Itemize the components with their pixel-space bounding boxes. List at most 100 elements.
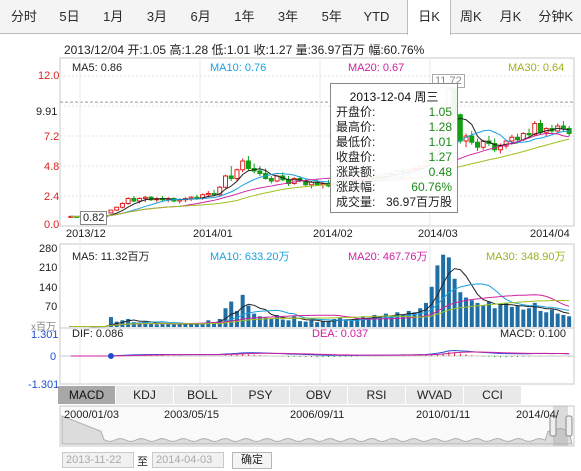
price-ma20-label: MA20: 0.67 — [348, 62, 405, 74]
range-separator: 至 — [137, 456, 148, 468]
volume-bar — [492, 308, 497, 327]
volume-bar — [280, 319, 285, 327]
candle-body — [211, 193, 217, 196]
macd-dif-label: DIF: 0.086 — [72, 328, 124, 340]
volume-axis-label: 280 — [39, 243, 58, 255]
volume-bar — [486, 301, 491, 327]
candle-body — [291, 178, 297, 184]
tab-daily-k[interactable]: 日K — [407, 0, 451, 35]
volume-ma20-label: MA20: 467.76万 — [348, 251, 428, 263]
tab-3month[interactable]: 3月 — [146, 9, 168, 24]
price-ma10-line — [70, 129, 570, 217]
quote-close: 收:1.27 — [253, 43, 293, 57]
price-ma5-label: MA5: 0.86 — [72, 62, 123, 74]
tab-monthly-k[interactable]: 月K — [499, 9, 522, 24]
volume-bar — [521, 309, 526, 327]
candle-body — [537, 123, 544, 133]
indicator-tab-cci[interactable]: CCI — [464, 386, 522, 404]
tab-1year[interactable]: 1年 — [234, 9, 255, 24]
price-panel-frame — [59, 57, 575, 227]
tab-1month[interactable]: 1月 — [103, 9, 124, 24]
volume-bar — [458, 292, 463, 327]
volume-axis-label: 70 — [45, 301, 58, 313]
volume-bar — [343, 319, 348, 327]
tab-minute-k[interactable]: 分钟K — [538, 9, 574, 24]
volume-bar — [515, 305, 520, 327]
volume-bar — [126, 318, 131, 327]
indicator-tab-wvad[interactable]: WVAD — [406, 386, 464, 404]
indicator-tab-psy[interactable]: PSY — [232, 386, 290, 404]
range-start-input[interactable]: 2013-11-22 — [62, 452, 134, 468]
candle-body — [125, 198, 131, 204]
candle-body — [119, 203, 125, 208]
volume-bar — [538, 310, 543, 327]
volume-bar — [263, 317, 268, 327]
volume-axis-label: 140 — [39, 282, 58, 294]
volume-unit-label: x百万 — [31, 322, 56, 333]
volume-bar — [469, 300, 474, 327]
volume-bar — [171, 324, 176, 327]
volume-bar — [527, 308, 532, 327]
candle-body — [114, 206, 120, 211]
overview-date-label: 2006/09/11 — [290, 409, 345, 421]
tooltip-row-close: 收盘价: 1.27 — [336, 150, 452, 164]
tab-5year[interactable]: 5年 — [321, 9, 342, 24]
quote-volume: 量:36.97百万 — [295, 43, 365, 57]
volume-bar — [544, 312, 549, 327]
volume-bar — [286, 320, 291, 327]
tab-ytd[interactable]: YTD — [363, 9, 390, 24]
tab-6month[interactable]: 6月 — [190, 9, 211, 24]
volume-bar — [292, 316, 297, 327]
tab-5day[interactable]: 5日 — [59, 9, 80, 24]
macd-axis-label: -1.301 — [28, 379, 60, 391]
overview-date-label: 2010/01/11 — [416, 409, 471, 421]
indicator-tab-rsi[interactable]: RSI — [348, 386, 406, 404]
candle-body — [142, 196, 148, 199]
date-axis-label: 2013/12 — [66, 228, 106, 240]
candle-body — [469, 135, 475, 143]
volume-bar — [395, 312, 400, 327]
quote-high: 高:1.28 — [169, 43, 209, 57]
volume-bar — [108, 317, 113, 327]
volume-bar — [332, 318, 337, 327]
candle-body — [131, 198, 137, 202]
indicator-tab-macd[interactable]: MACD — [58, 386, 116, 404]
volume-bar — [143, 321, 148, 327]
volume-bar — [183, 324, 188, 327]
overview-handle-left — [549, 415, 557, 437]
indicator-tab-obv[interactable]: OBV — [290, 386, 348, 404]
tab-weekly-k[interactable]: 周K — [459, 9, 482, 24]
candle-body — [526, 133, 532, 136]
quote-low: 低:1.01 — [211, 43, 251, 57]
volume-bar — [429, 286, 434, 327]
volume-ma5-label: MA5: 11.32百万 — [72, 251, 150, 263]
price-ma10-label: MA10: 0.76 — [210, 62, 267, 74]
macd-cursor-dot — [107, 353, 114, 359]
candle-body — [228, 175, 234, 179]
volume-bar — [160, 323, 165, 327]
volume-bar — [412, 312, 417, 327]
volume-bar — [406, 310, 411, 327]
volume-bar — [504, 302, 509, 327]
tab-3year[interactable]: 3年 — [277, 9, 299, 24]
indicator-tab-kdj[interactable]: KDJ — [116, 386, 174, 404]
tooltip-row-volume: 成交量: 36.97百万股 — [336, 195, 452, 209]
candle-body — [137, 198, 143, 202]
candle-body — [509, 136, 515, 142]
volume-ma-lines — [70, 268, 570, 328]
tab-intraday[interactable]: 分时 — [10, 9, 37, 24]
macd-series — [60, 349, 574, 359]
tooltip-title: 2013-12-04 周三 — [349, 90, 439, 104]
volume-bar — [200, 323, 205, 327]
indicator-tab-boll[interactable]: BOLL — [174, 386, 232, 404]
volume-bar — [481, 305, 486, 327]
quote-date: 2013/12/04 — [64, 43, 125, 57]
overview-area-fill — [61, 415, 573, 445]
macd-axis-label: 0 — [50, 351, 57, 363]
range-end-input[interactable]: 2014-04-03 — [152, 452, 224, 468]
volume-bar — [189, 323, 194, 327]
volume-bar — [240, 294, 245, 327]
confirm-button[interactable]: 确定 — [232, 452, 272, 469]
quote-change: 幅:60.76% — [368, 43, 425, 57]
